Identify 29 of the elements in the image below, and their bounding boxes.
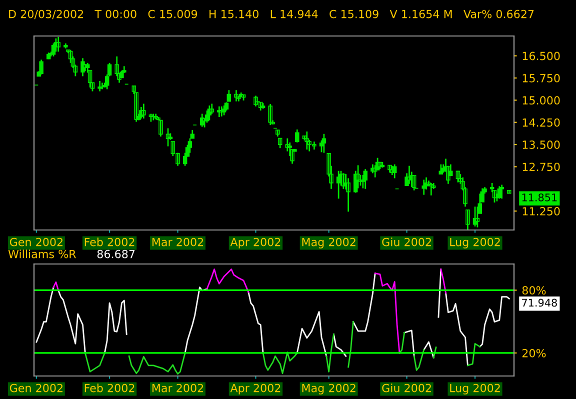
y-tick-label: 15.000 (522, 96, 560, 105)
x-tick-label: Lug 2002 (450, 238, 500, 248)
x-tick-label: Giu 2002 (382, 384, 431, 392)
y-tick-label: 13.500 (522, 140, 560, 149)
annotation: 11.851 (522, 193, 557, 202)
y-tick-label: 11.250 (522, 207, 560, 216)
x-tick-label: Mag 2002 (302, 384, 356, 394)
x-tick-label: Gen 2002 (10, 238, 62, 246)
chart-title: Williams %R (8, 250, 76, 258)
y-tick-label: 12.750 (522, 162, 560, 172)
x-tick-label: Giu 2002 (382, 238, 431, 246)
chart-subtitle: D 20/03/2002 T 00:00 C 15.009 H 15.140 L 14.944 C 15.109 V 1.1654 M Var% 0.6627 (9, 10, 534, 20)
x-tick-label: Gen 2002 (10, 384, 62, 392)
x-tick-label: Mag 2002 (302, 238, 356, 248)
annotation: 71.948 (522, 298, 557, 307)
x-tick-label: Mar 2002 (152, 384, 204, 392)
y-tick-label: 20% (522, 348, 546, 358)
y-tick-label: 15.750 (522, 74, 560, 82)
x-tick-label: Feb 2002 (84, 238, 134, 246)
y-tick-label: 80% (522, 286, 546, 295)
x-tick-label: Feb 2002 (84, 384, 134, 392)
candlestick (507, 190, 512, 194)
x-tick-label: Mar 2002 (152, 238, 204, 246)
y-tick-label: 14.250 (522, 118, 560, 127)
x-tick-label: Apr 2002 (230, 238, 280, 248)
y-tick-label: 16.500 (522, 52, 560, 60)
x-tick-label: Apr 2002 (230, 384, 280, 394)
text: 86.687 (97, 250, 135, 258)
x-tick-label: Lug 2002 (450, 384, 500, 394)
